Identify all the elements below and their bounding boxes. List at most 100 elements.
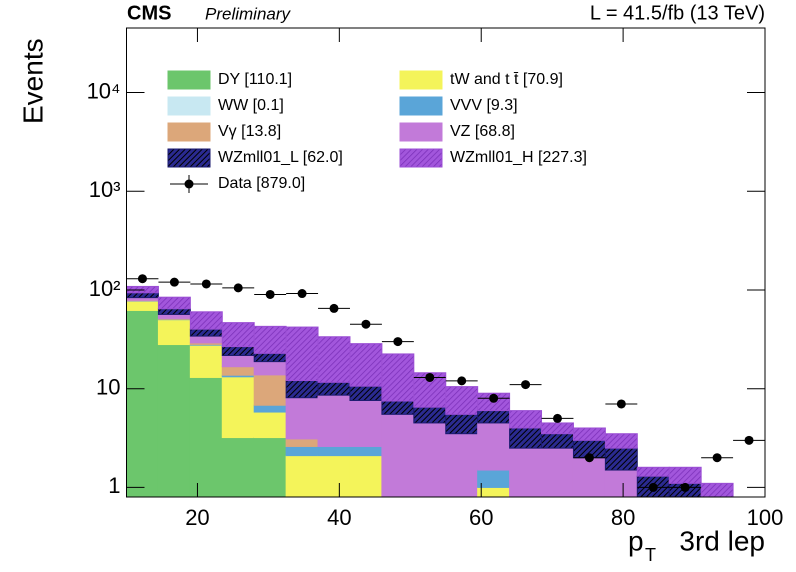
histogram-bar bbox=[413, 406, 447, 424]
histogram-bar bbox=[253, 404, 287, 413]
histogram-bar bbox=[253, 411, 287, 439]
histogram-bar bbox=[253, 361, 287, 376]
x-tick-label: 20 bbox=[185, 505, 209, 530]
data-point bbox=[137, 274, 147, 284]
x-tick-label: 100 bbox=[747, 505, 784, 530]
histogram-bar bbox=[317, 381, 351, 396]
histogram-bar bbox=[221, 346, 255, 356]
histogram-bar bbox=[285, 380, 319, 399]
histogram-bar bbox=[349, 385, 383, 401]
histogram-bar bbox=[189, 311, 223, 330]
data-point bbox=[521, 380, 531, 390]
histogram-bar bbox=[381, 353, 415, 402]
histogram-bar bbox=[445, 386, 479, 415]
histogram-bar bbox=[317, 445, 351, 457]
data-point bbox=[584, 453, 594, 463]
data-point bbox=[265, 289, 275, 299]
histogram-bar bbox=[317, 336, 351, 383]
data-point bbox=[744, 435, 754, 445]
histogram-bar bbox=[157, 344, 191, 498]
histogram-bar bbox=[157, 308, 191, 315]
experiment: CMS bbox=[127, 2, 171, 24]
data-point bbox=[616, 399, 626, 409]
histogram-bar bbox=[221, 366, 255, 376]
data-point bbox=[361, 319, 371, 329]
histogram-bar bbox=[253, 325, 287, 354]
data-point bbox=[169, 277, 179, 287]
legend-swatch bbox=[167, 70, 211, 90]
y-tick-label: 10 bbox=[96, 375, 120, 400]
histogram-bar bbox=[541, 433, 574, 449]
legend-label: WZmll01_L [62.0] bbox=[218, 149, 343, 166]
histogram-bar bbox=[126, 309, 159, 498]
data-point bbox=[425, 372, 435, 382]
histogram-bar bbox=[477, 469, 511, 488]
histogram-bar bbox=[413, 422, 447, 498]
histogram-bar bbox=[509, 447, 543, 498]
x-tick-label: 60 bbox=[469, 505, 493, 530]
histogram-bar bbox=[285, 397, 319, 440]
histogram-bar bbox=[604, 447, 638, 471]
data-point bbox=[329, 303, 339, 313]
histogram-bar bbox=[285, 455, 319, 498]
legend-label: tW and t t̄ [70.9] bbox=[450, 71, 563, 88]
histogram-bar bbox=[285, 438, 319, 447]
legend-swatch bbox=[167, 96, 211, 116]
histogram-bar bbox=[604, 433, 638, 449]
histogram-bar bbox=[477, 410, 511, 424]
legend-swatch bbox=[399, 70, 443, 90]
histogram-bar bbox=[349, 399, 383, 447]
legend-label: Data [879.0] bbox=[218, 175, 305, 192]
histogram-bar bbox=[157, 313, 191, 319]
histogram-bar bbox=[668, 466, 702, 484]
histogram-bar bbox=[445, 433, 479, 498]
x-axis-label: p bbox=[628, 525, 644, 556]
histogram-bar bbox=[189, 328, 223, 337]
histogram-bar bbox=[477, 422, 511, 471]
legend-label: WW [0.1] bbox=[218, 97, 284, 114]
data-point bbox=[457, 376, 467, 386]
legend-swatch bbox=[167, 122, 211, 142]
histogram-bar bbox=[189, 376, 223, 498]
histogram-bar bbox=[189, 335, 223, 344]
histogram-bar bbox=[349, 445, 383, 457]
histogram-bar bbox=[189, 344, 223, 378]
histogram-bar bbox=[349, 455, 383, 498]
histogram-bar bbox=[126, 300, 159, 311]
histogram-bar bbox=[253, 374, 287, 406]
legend-swatch bbox=[167, 148, 211, 168]
data-point bbox=[712, 453, 722, 463]
legend-swatch bbox=[399, 96, 443, 116]
histogram-bar bbox=[541, 422, 574, 435]
histogram-bar bbox=[604, 469, 638, 498]
histogram-bar bbox=[381, 400, 415, 415]
x-axis-label-rest: 3rd lep bbox=[679, 525, 765, 556]
data-point bbox=[393, 337, 403, 347]
histogram-bar bbox=[221, 437, 255, 498]
histogram-bar bbox=[317, 394, 351, 447]
histogram-bar bbox=[700, 482, 734, 498]
histogram-bar bbox=[636, 466, 670, 477]
histogram-bar bbox=[126, 292, 159, 299]
histogram-bar bbox=[509, 410, 543, 429]
data-point bbox=[552, 413, 562, 423]
histogram-bar bbox=[221, 354, 255, 368]
x-axis-label-sub: T bbox=[645, 545, 656, 565]
histogram-bar bbox=[157, 296, 191, 310]
y-tick-label: 10³ bbox=[89, 177, 121, 202]
histogram-bar bbox=[349, 343, 383, 387]
y-tick-label: 10⁴ bbox=[87, 78, 121, 103]
histogram-bar bbox=[509, 427, 543, 449]
histogram-bar bbox=[221, 376, 255, 439]
data-point bbox=[297, 289, 307, 299]
histogram-bar bbox=[285, 445, 319, 457]
lumi: L = 41.5/fb (13 TeV) bbox=[590, 2, 765, 24]
data-point bbox=[201, 279, 211, 289]
x-tick-label: 40 bbox=[327, 505, 351, 530]
data-point bbox=[489, 393, 499, 403]
y-tick-label: 1 bbox=[108, 473, 120, 498]
histogram-bar bbox=[157, 319, 191, 346]
histogram-bar bbox=[285, 326, 319, 382]
